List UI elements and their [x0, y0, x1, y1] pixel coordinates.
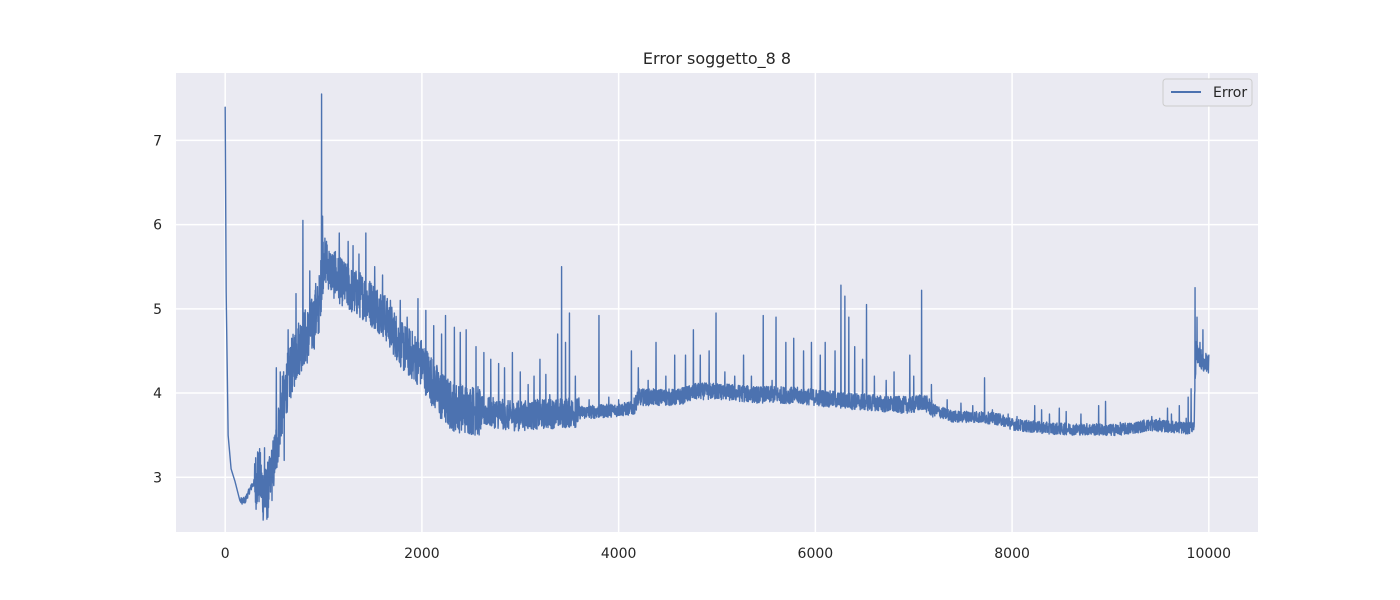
x-tick-label-10000: 10000	[1187, 546, 1232, 562]
x-tick-label-6000: 6000	[798, 546, 834, 562]
y-tick-label-3: 3	[153, 470, 162, 486]
legend: Error	[1162, 78, 1253, 107]
grid-lines	[176, 73, 1258, 532]
series-layer	[224, 93, 1210, 521]
x-tick-label-0: 0	[221, 546, 230, 562]
y-tick-label-4: 4	[153, 386, 162, 402]
x-tick-label-2000: 2000	[404, 546, 440, 562]
y-tick-label-5: 5	[153, 302, 162, 318]
plot-background	[176, 73, 1258, 532]
x-tick-label-4000: 4000	[601, 546, 637, 562]
series-line-error	[224, 93, 1210, 521]
legend-label-error: Error	[1213, 85, 1247, 101]
tick-labels: 0 2000 4000 6000 8000 10000 3 4 5 6 7	[153, 133, 1231, 562]
y-tick-label-7: 7	[153, 133, 162, 149]
x-tick-label-8000: 8000	[994, 546, 1030, 562]
legend-box	[1162, 78, 1253, 107]
y-tick-label-6: 6	[153, 218, 162, 234]
chart-title: Error soggetto_8 8	[643, 49, 791, 69]
